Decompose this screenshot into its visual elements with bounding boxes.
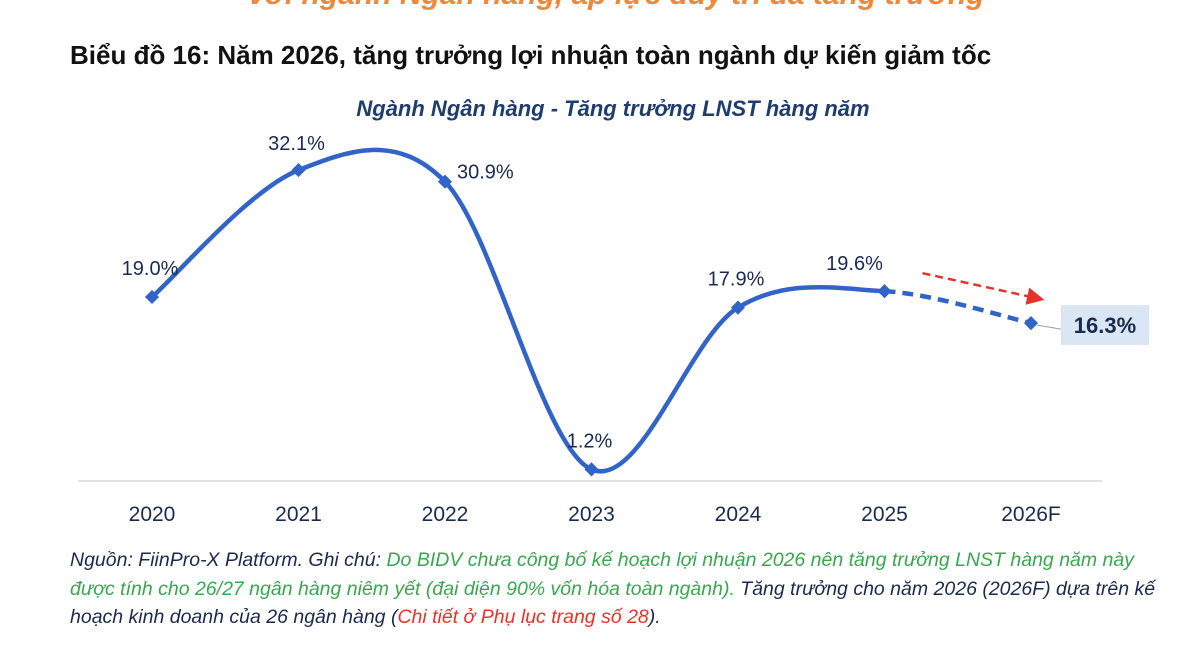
note-source: Nguồn: FiinPro-X Platform. Ghi chú: — [70, 549, 387, 571]
note-end: ). — [648, 606, 661, 628]
note-green: Do BIDV chưa công bố kế hoạch lợi nhuận … — [70, 549, 1134, 600]
data-point-2024 — [730, 300, 746, 315]
forecast-value-box — [1061, 305, 1149, 346]
series-line-actual — [149, 147, 887, 474]
chart-title: Ngành Ngân hàng - Tăng trưởng LNST hàng … — [356, 96, 870, 121]
figure-title: Biểu đồ 16: Năm 2026, tăng trưởng lợi nh… — [70, 40, 992, 70]
x-tick-label: 2025 — [861, 503, 908, 526]
data-point-2023 — [584, 462, 599, 477]
data-point-2022 — [437, 174, 453, 189]
x-tick-label: 2020 — [129, 503, 176, 526]
data-point-2021 — [291, 163, 306, 178]
data-point-2025 — [877, 284, 892, 299]
forecast-trend-arrow — [922, 271, 1045, 305]
x-tick-label: 2024 — [715, 503, 762, 526]
note-appendix-ref: Chi tiết ở Phụ lục trang số 28 — [397, 606, 649, 628]
data-label: 32.1% — [268, 133, 325, 155]
data-label: 19.6% — [826, 253, 883, 275]
data-point-2020 — [144, 289, 160, 305]
x-tick-label: 2021 — [275, 503, 322, 526]
x-tick-label: 2026F — [1001, 503, 1061, 526]
data-point-2026f — [1023, 316, 1039, 331]
forecast-leader-line — [1036, 324, 1062, 330]
x-tick-label: 2023 — [568, 503, 615, 526]
series-line-forecast — [884, 288, 1032, 326]
forecast-data-label: 16.3% — [1074, 313, 1136, 338]
x-tick-label: 2022 — [422, 503, 469, 526]
top-banner: với ngành Ngân hàng, áp lực duy trì đà t… — [248, 0, 984, 12]
chart-note: Nguồn: FiinPro-X Platform. Ghi chú: Do B… — [70, 546, 1180, 632]
data-label: 1.2% — [567, 430, 613, 452]
note-forecast-basis: Tăng trưởng cho năm 2026 (2026F) dựa trê… — [70, 577, 1156, 629]
data-label: 30.9% — [457, 162, 514, 184]
data-label: 17.9% — [708, 269, 765, 291]
data-label: 19.0% — [122, 258, 179, 280]
